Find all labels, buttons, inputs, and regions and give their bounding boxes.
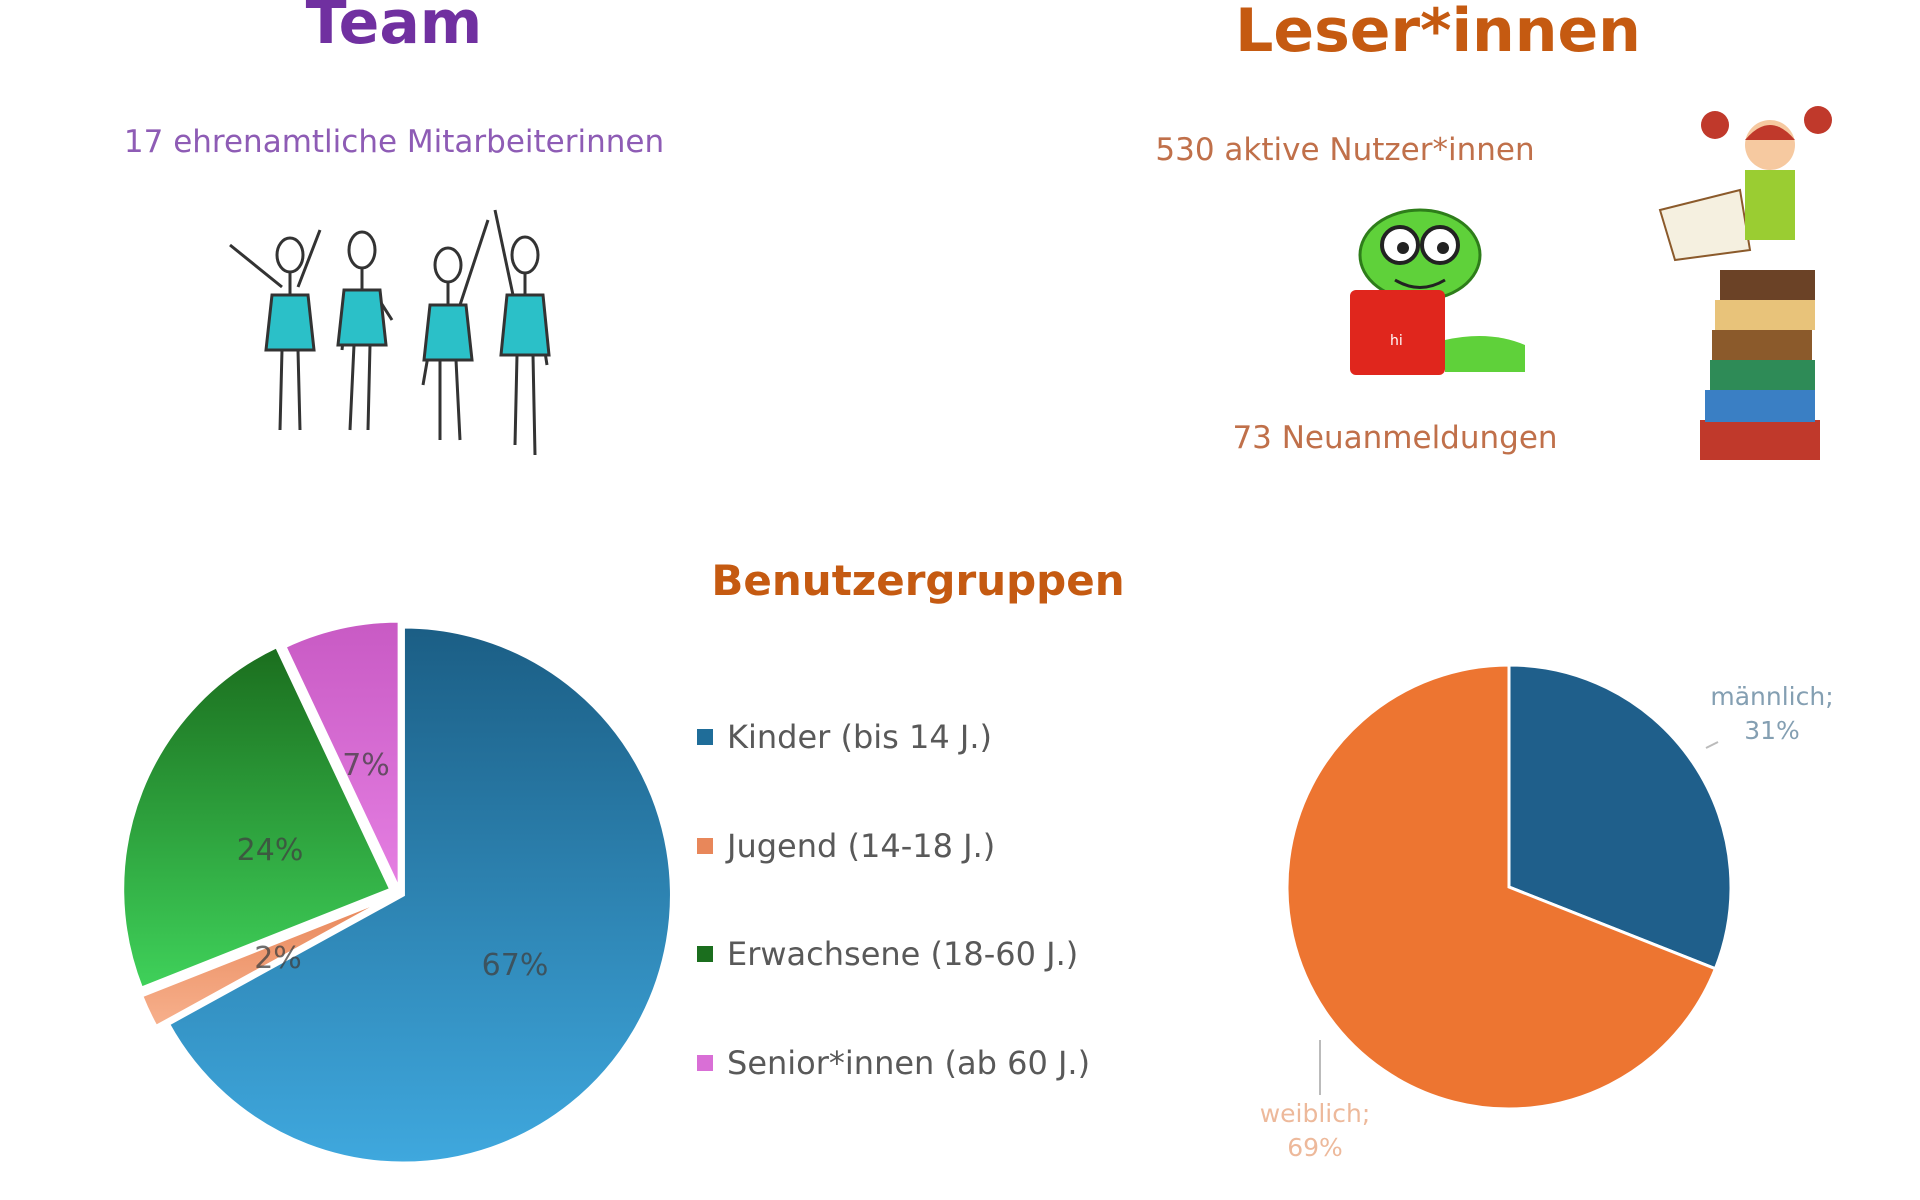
- slice-label: 7%: [342, 748, 390, 783]
- pie-slice-1: [1507, 663, 1733, 971]
- worm-book-text: hi: [1390, 333, 1403, 349]
- team-figures-icon: [229, 209, 551, 456]
- legend-swatch: [697, 1055, 713, 1071]
- legend-swatch: [697, 946, 713, 962]
- team-title: Team: [305, 0, 483, 58]
- pie-slice-2: [139, 895, 392, 1029]
- legend-label: Senior*innen (ab 60 J.): [727, 1044, 1091, 1082]
- chart-title: Benutzergruppen: [711, 556, 1125, 605]
- user-groups-pie: 67% 2% 24% 7%: [121, 619, 673, 1165]
- readers-title: Leser*innen: [1235, 0, 1641, 66]
- pie-slice-1: [166, 625, 673, 1165]
- slice-label: männlich; 31%: [1710, 682, 1833, 745]
- gender-pie: männlich; 31% weiblich; 69%: [1260, 663, 1834, 1162]
- girl-on-books-icon: [1658, 106, 1832, 460]
- slice-label: 24%: [237, 833, 304, 868]
- legend-item-kinder: Kinder (bis 14 J.): [697, 718, 992, 756]
- leader-line: [1705, 741, 1719, 749]
- legend-label: Kinder (bis 14 J.): [727, 718, 992, 756]
- pie-slice-4: [283, 619, 401, 890]
- legend-label: Erwachsene (18-60 J.): [727, 935, 1079, 973]
- slice-label: 67%: [482, 948, 549, 983]
- legend-item-erwachsene: Erwachsene (18-60 J.): [697, 935, 1078, 973]
- legend-swatch: [697, 838, 713, 854]
- active-users: 530 aktive Nutzer*innen: [1155, 132, 1535, 168]
- slice-label: weiblich; 69%: [1260, 1099, 1371, 1162]
- team-subtitle: 17 ehrenamtliche Mitarbeiterinnen: [123, 124, 665, 160]
- legend-label: Jugend (14-18 J.): [727, 827, 996, 865]
- legend-item-senioren: Senior*innen (ab 60 J.): [697, 1044, 1090, 1082]
- bookworm-icon: hi: [1350, 208, 1525, 375]
- legend-swatch: [697, 729, 713, 745]
- pie-slice-3: [121, 644, 393, 990]
- legend-item-jugend: Jugend (14-18 J.): [697, 827, 995, 865]
- pie-slice-2: [1285, 663, 1718, 1111]
- new-registrations: 73 Neuanmeldungen: [1232, 420, 1558, 456]
- slice-label: 2%: [254, 941, 302, 976]
